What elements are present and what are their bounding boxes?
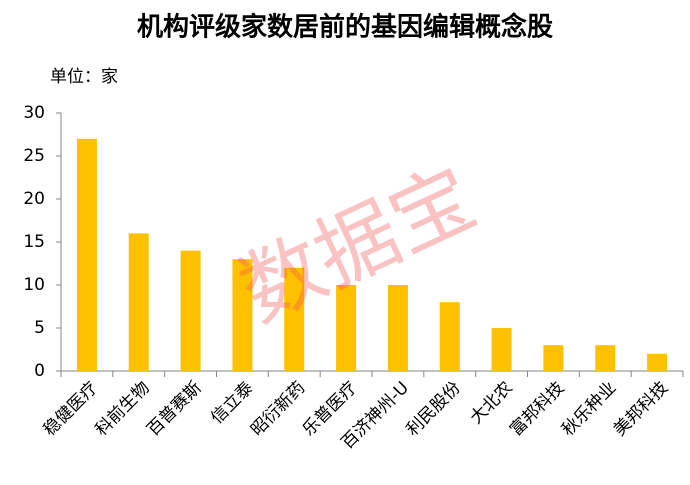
bar	[76, 138, 97, 371]
y-tick-label: 5	[34, 318, 45, 338]
y-tick-label: 25	[23, 146, 45, 166]
bar	[284, 267, 305, 371]
bar	[387, 285, 408, 371]
bar	[336, 285, 357, 371]
bar	[647, 353, 668, 371]
chart-title: 机构评级家数居前的基因编辑概念股	[137, 12, 553, 43]
bar	[439, 302, 460, 371]
y-tick-label: 15	[23, 232, 45, 252]
bar	[180, 250, 201, 371]
y-tick-label: 20	[23, 189, 45, 209]
y-tick-label: 30	[23, 103, 45, 123]
y-tick-label: 10	[23, 275, 45, 295]
bar	[232, 259, 253, 371]
bar	[491, 328, 512, 371]
bar	[128, 233, 149, 371]
chart-subtitle: 单位：家	[50, 67, 118, 87]
bar	[543, 345, 564, 371]
y-tick-label: 0	[34, 361, 45, 381]
bar	[595, 345, 616, 371]
